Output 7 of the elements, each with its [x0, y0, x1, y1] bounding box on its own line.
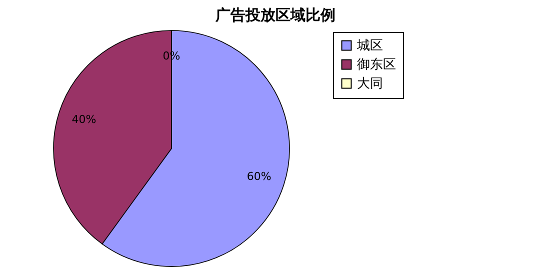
legend-label: 大同 — [357, 76, 383, 92]
legend-label: 城区 — [356, 38, 383, 54]
data-label: 60% — [246, 170, 272, 183]
data-label: 40% — [72, 113, 96, 126]
legend-label: 御东区 — [357, 58, 396, 72]
text: 0% — [162, 49, 180, 62]
chart-title: 广告投放区域比例 — [214, 6, 336, 24]
